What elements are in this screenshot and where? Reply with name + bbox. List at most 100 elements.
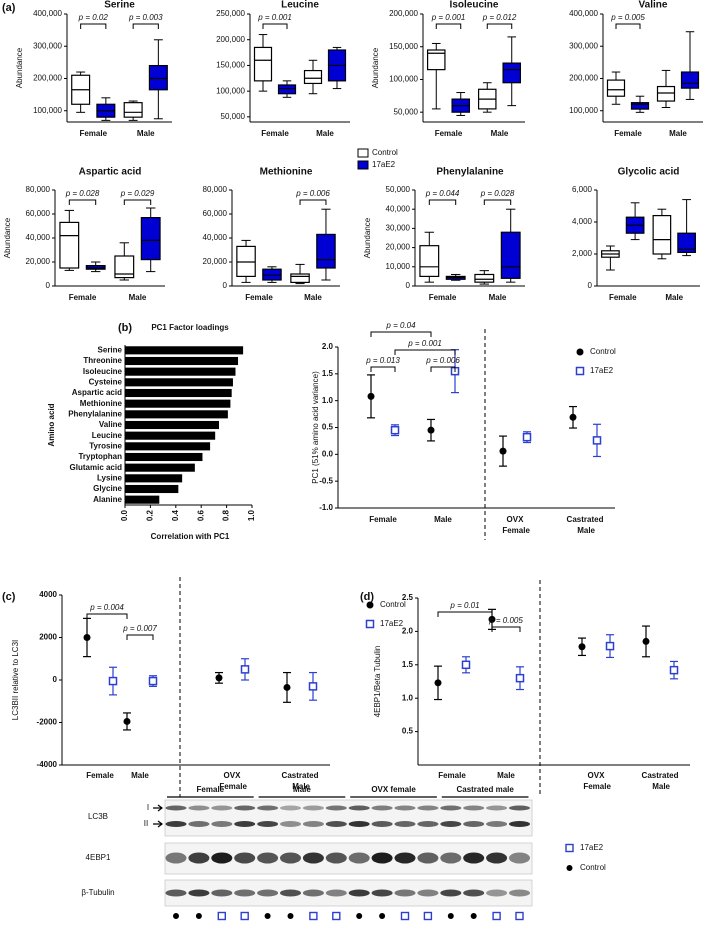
box	[680, 71, 700, 89]
blot-band	[440, 889, 462, 897]
y-tick-label: 100,000	[33, 106, 62, 115]
blot-band	[211, 821, 233, 827]
y-axis-label: PC1 (51% amino acid variance)	[311, 371, 320, 484]
blot-band	[348, 805, 370, 811]
significance-bracket	[80, 23, 107, 29]
bar	[125, 452, 203, 462]
lane-marker	[240, 911, 249, 921]
point	[488, 615, 496, 623]
blot-group-label: OVX female	[371, 785, 416, 794]
y-tick-label: 150,000	[216, 61, 245, 70]
bar	[125, 399, 231, 408]
lane-marker	[400, 911, 410, 921]
point	[148, 676, 158, 686]
x-tick-label: OVX Female	[217, 771, 247, 791]
blot-band	[234, 821, 256, 827]
panel-label: (d)	[360, 591, 374, 603]
significance-bracket	[428, 199, 457, 205]
bar	[125, 484, 179, 494]
x-tick-label: 0.8	[222, 509, 231, 521]
box	[290, 273, 310, 283]
x-tick-label: Female	[435, 129, 463, 138]
arrow	[153, 804, 163, 812]
blot-band	[302, 805, 324, 811]
y-tick-label: 150,000	[389, 42, 418, 51]
y-tick-label: 2.0	[402, 627, 414, 636]
blot-band	[165, 852, 187, 864]
legend-label: 17aE2	[380, 619, 404, 628]
x-tick-label: Female	[245, 293, 273, 302]
blot-band	[509, 889, 530, 897]
y-tick-label: 0.5	[322, 423, 334, 432]
x-tick-label: Male	[129, 293, 147, 302]
y-tick-label: 1.0	[402, 693, 414, 702]
bar	[125, 431, 216, 440]
significance-bracket	[262, 23, 288, 29]
blot-band	[188, 821, 210, 827]
lane-marker	[470, 913, 477, 919]
legend-label: Control	[372, 148, 398, 157]
blot-band	[371, 805, 393, 811]
y-tick-label: 2.5	[402, 593, 414, 602]
significance-bracket	[483, 199, 512, 205]
bar	[125, 495, 160, 504]
significance-bracket	[370, 331, 432, 337]
blot-group-label: Female	[197, 785, 225, 794]
y-tick-label: 0	[406, 281, 411, 290]
y-tick-label: Serine	[98, 345, 123, 354]
box	[656, 85, 676, 102]
significance-bracket	[68, 199, 97, 205]
y-tick-label: 400,000	[569, 9, 598, 18]
blot-band	[280, 852, 301, 864]
x-tick-label: Male	[137, 129, 155, 138]
point	[215, 674, 223, 682]
point	[123, 717, 131, 725]
point	[515, 673, 525, 683]
lane-marker	[287, 913, 294, 919]
p-value: p = 0.006	[425, 356, 460, 365]
blot-band	[440, 821, 462, 827]
blot-band	[463, 852, 485, 864]
y-axis-label: Abundance	[363, 217, 372, 258]
y-tick-label: 10,000	[386, 262, 411, 271]
significance-bracket	[437, 611, 493, 617]
bar	[125, 474, 183, 483]
box	[419, 245, 440, 277]
y-tick-label: -1.0	[319, 503, 333, 512]
x-tick-label: Male	[489, 293, 507, 302]
y-tick-label: 400,000	[33, 9, 62, 18]
y-tick-label: 0	[53, 675, 58, 684]
x-tick-label: 0.2	[146, 509, 155, 521]
y-tick-label: 40,000	[203, 233, 228, 242]
blot-band	[234, 889, 256, 897]
lane-marker	[332, 911, 341, 921]
blot-band	[417, 805, 439, 811]
significance-bracket	[430, 366, 456, 372]
y-tick-label: Phenylalanine	[68, 409, 122, 418]
bar	[125, 463, 195, 472]
p-value: p = 0.007	[122, 624, 157, 633]
blot-band	[188, 805, 210, 811]
lane-marker	[264, 913, 271, 919]
lane-marker	[309, 911, 318, 921]
point	[522, 432, 532, 442]
point	[569, 413, 577, 421]
x-tick-label: 0.4	[171, 509, 180, 521]
y-tick-label: 300,000	[33, 41, 62, 50]
blot-band	[394, 889, 416, 897]
x-tick-label: Male	[434, 515, 452, 524]
point	[642, 637, 650, 645]
point	[592, 436, 602, 445]
lane-marker	[379, 913, 386, 919]
box	[148, 64, 168, 91]
lane-marker	[515, 911, 524, 921]
p-value: p = 0.003	[128, 13, 163, 22]
y-tick-label: 0	[223, 281, 228, 290]
point	[390, 425, 400, 435]
blot-band	[371, 821, 393, 827]
blot-band	[394, 821, 416, 827]
blot-row-label: β-Tubulin	[81, 888, 114, 897]
box	[140, 217, 161, 261]
legend-swatch	[357, 148, 369, 158]
p-value: p = 0.01	[449, 601, 479, 610]
